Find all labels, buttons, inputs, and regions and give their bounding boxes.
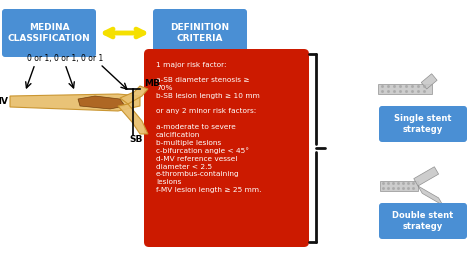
FancyBboxPatch shape [153, 9, 247, 57]
Text: Single stent
strategy: Single stent strategy [394, 114, 452, 134]
Text: SB: SB [129, 135, 143, 144]
Polygon shape [378, 84, 432, 94]
Polygon shape [78, 96, 125, 109]
Polygon shape [118, 104, 148, 134]
FancyBboxPatch shape [144, 49, 309, 247]
Text: Double stent
strategy: Double stent strategy [392, 211, 454, 231]
Text: DEFINITION
CRITERIA: DEFINITION CRITERIA [171, 23, 229, 43]
FancyBboxPatch shape [379, 203, 467, 239]
Polygon shape [421, 74, 437, 89]
Polygon shape [380, 181, 418, 191]
Polygon shape [10, 94, 140, 111]
FancyBboxPatch shape [379, 106, 467, 142]
Polygon shape [418, 186, 443, 205]
FancyArrowPatch shape [105, 29, 144, 37]
Polygon shape [414, 167, 438, 186]
Text: 0 or 1, 0 or 1, 0 or 1: 0 or 1, 0 or 1, 0 or 1 [27, 55, 103, 64]
FancyBboxPatch shape [2, 9, 96, 57]
Text: MV: MV [0, 98, 8, 106]
Text: 1 major risk factor:

a-SB diameter stenosis ≥
70%
b-SB lesion length ≥ 10 mm

o: 1 major risk factor: a-SB diameter steno… [156, 62, 262, 193]
Text: MB: MB [144, 80, 160, 88]
Text: MEDINA
CLASSIFICATION: MEDINA CLASSIFICATION [8, 23, 91, 43]
Polygon shape [120, 86, 148, 104]
